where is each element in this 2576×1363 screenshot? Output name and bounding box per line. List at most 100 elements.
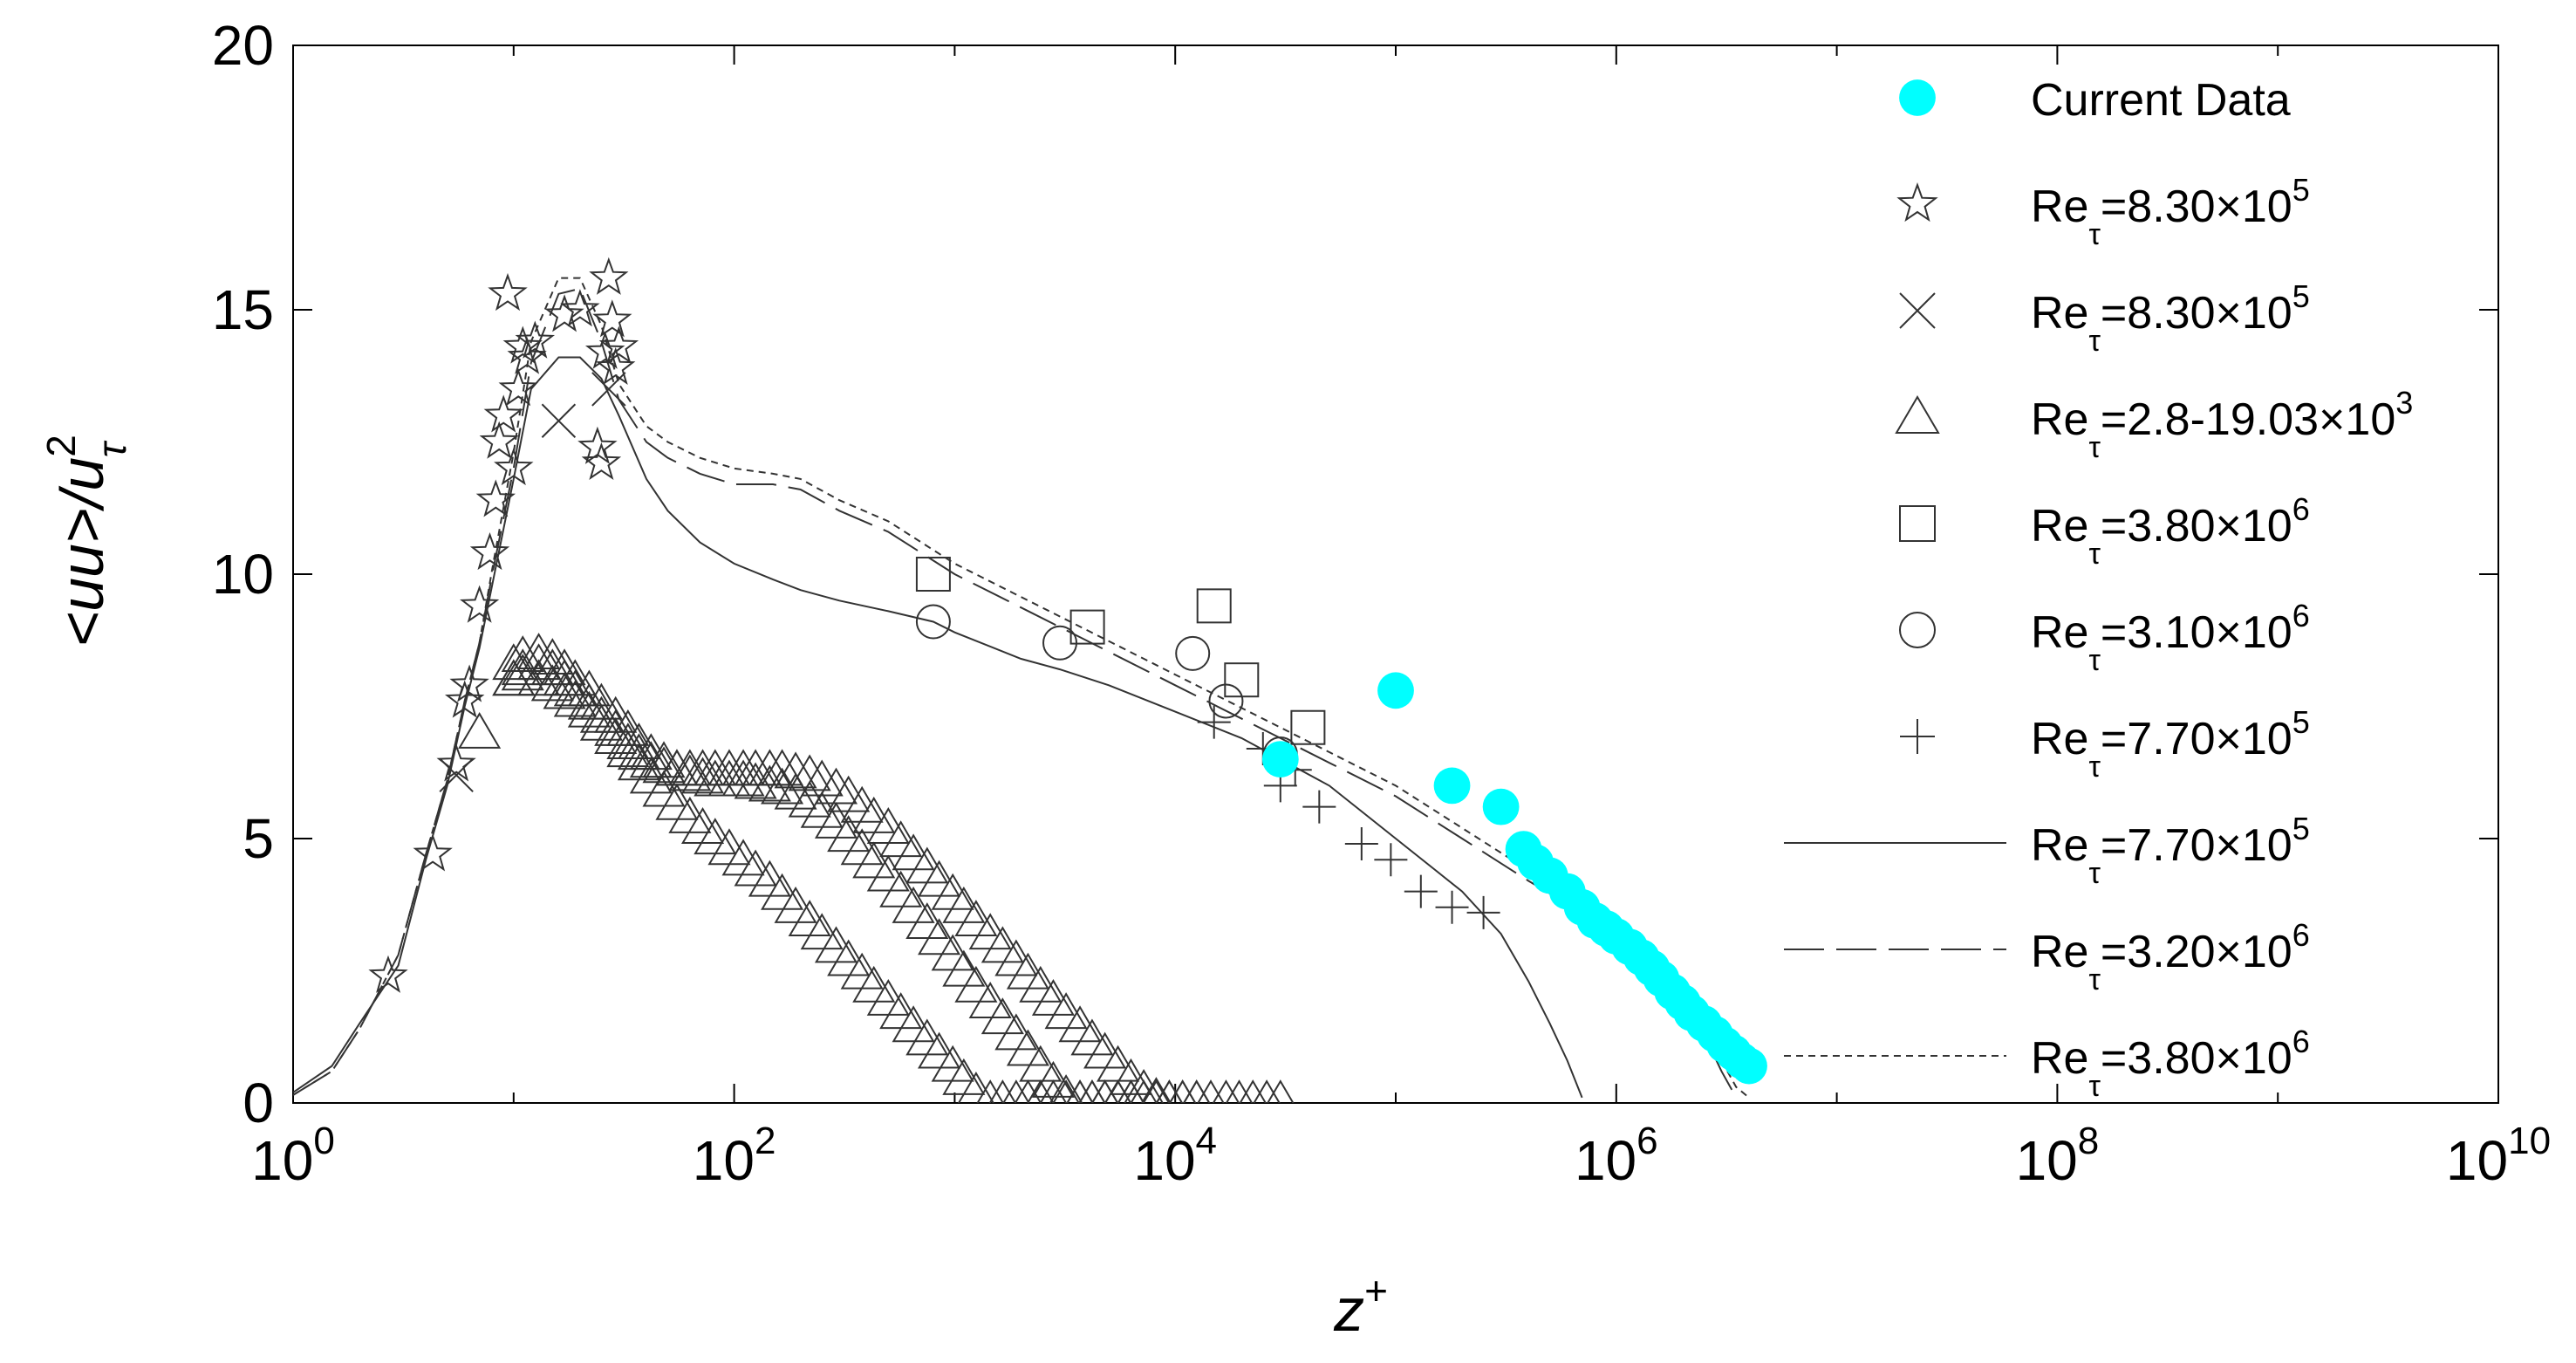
x-tick-label: 102: [693, 1120, 776, 1192]
data-point: [530, 638, 574, 675]
data-point: [1466, 895, 1500, 929]
x-tick-label: 1010: [2446, 1120, 2551, 1192]
data-point: [1039, 1079, 1068, 1103]
legend-label: Reτ=3.80×106: [2031, 1024, 2310, 1103]
series-3: [458, 633, 1295, 1103]
data-point: [598, 325, 639, 364]
data-point: [866, 854, 910, 892]
data-point: [942, 949, 986, 987]
data-point: [788, 754, 831, 791]
legend-item: Reτ=7.70×105: [1900, 704, 2310, 784]
data-point: [1482, 788, 1520, 825]
data-point: [1208, 683, 1244, 719]
data-point: [1083, 1031, 1127, 1069]
data-point: [543, 672, 586, 709]
data-point: [918, 918, 961, 955]
data-point: [1374, 843, 1408, 877]
data-point: [918, 860, 961, 897]
data-point: [1130, 1079, 1158, 1103]
data-point: [981, 997, 1024, 1035]
data-point: [1002, 1079, 1030, 1103]
data-point: [1225, 1079, 1254, 1103]
data-point: [915, 557, 951, 592]
data-point: [1224, 662, 1260, 698]
data-point: [439, 757, 474, 792]
data-point: [1124, 1069, 1164, 1103]
legend-item: Reτ=3.80×106: [1784, 1024, 2310, 1103]
data-point: [1078, 1079, 1106, 1103]
data-point: [1302, 790, 1336, 824]
data-point: [1014, 1079, 1042, 1103]
y-tick-label: 5: [243, 807, 274, 870]
data-point: [1212, 1079, 1240, 1103]
data-point: [1069, 609, 1105, 645]
legend-item: Reτ=3.80×106: [1899, 491, 2310, 571]
data-point: [892, 886, 935, 923]
y-axis: 0 5 10 15 20: [212, 14, 2498, 1134]
data-point: [1070, 1018, 1114, 1056]
data-point: [584, 331, 625, 369]
data-point: [1104, 1079, 1132, 1103]
data-point: [444, 680, 485, 718]
data-point: [1435, 890, 1469, 924]
data-point: [1052, 1079, 1080, 1103]
data-point: [840, 785, 884, 823]
data-point: [1097, 1045, 1140, 1082]
y-axis-label-main: <uu>/u: [48, 457, 116, 647]
data-point: [1239, 1079, 1267, 1103]
data-point: [606, 730, 650, 768]
data-point: [668, 796, 712, 833]
x-axis-label: z+: [1333, 1268, 1388, 1344]
legend-label: Reτ=8.30×105: [2031, 278, 2310, 358]
data-point: [1175, 635, 1211, 671]
data-point: [1090, 1079, 1119, 1103]
data-point: [1895, 395, 1940, 434]
data-point: [1117, 1079, 1145, 1103]
data-point: [852, 965, 896, 1003]
data-point: [827, 939, 871, 976]
data-point: [642, 746, 686, 784]
y-axis-label-sup: 2: [38, 435, 84, 457]
data-point: [976, 1079, 1004, 1103]
data-point: [1090, 1079, 1119, 1103]
data-point: [1066, 1079, 1094, 1103]
data-point: [931, 873, 974, 910]
data-point: [1197, 1079, 1225, 1103]
legend-label: Reτ=2.8-19.03×103: [2031, 385, 2413, 464]
data-point: [591, 372, 626, 407]
data-point: [1731, 1047, 1767, 1085]
series-line: [293, 356, 1583, 1099]
data-point: [498, 368, 538, 407]
legend-item: Reτ=3.10×106: [1899, 598, 2310, 677]
data-point: [694, 818, 737, 855]
data-point: [1168, 1079, 1197, 1103]
data-point: [553, 680, 597, 717]
data-point: [1267, 1079, 1295, 1103]
data-point: [1019, 1045, 1063, 1082]
data-point: [1031, 979, 1075, 1016]
data-point: [502, 325, 543, 364]
data-point: [1899, 612, 1936, 648]
data-point: [954, 900, 998, 937]
data-point: [1404, 874, 1438, 908]
y-tick-label: 0: [243, 1072, 274, 1134]
data-point: [579, 695, 623, 733]
data-point: [543, 659, 586, 696]
data-point: [617, 733, 660, 771]
data-point: [449, 664, 489, 702]
data-point: [957, 1072, 994, 1103]
data-point: [1290, 709, 1326, 745]
data-point: [892, 833, 935, 871]
data-point: [1006, 1029, 1049, 1066]
data-point: [954, 965, 998, 1003]
data-point: [852, 796, 896, 833]
data-point: [994, 1013, 1038, 1051]
data-point: [915, 604, 951, 640]
data-point: [988, 1079, 1017, 1103]
data-point: [553, 669, 597, 707]
data-point: [544, 294, 584, 332]
data-point: [595, 346, 636, 386]
data-point: [680, 807, 725, 844]
data-point: [581, 442, 622, 480]
